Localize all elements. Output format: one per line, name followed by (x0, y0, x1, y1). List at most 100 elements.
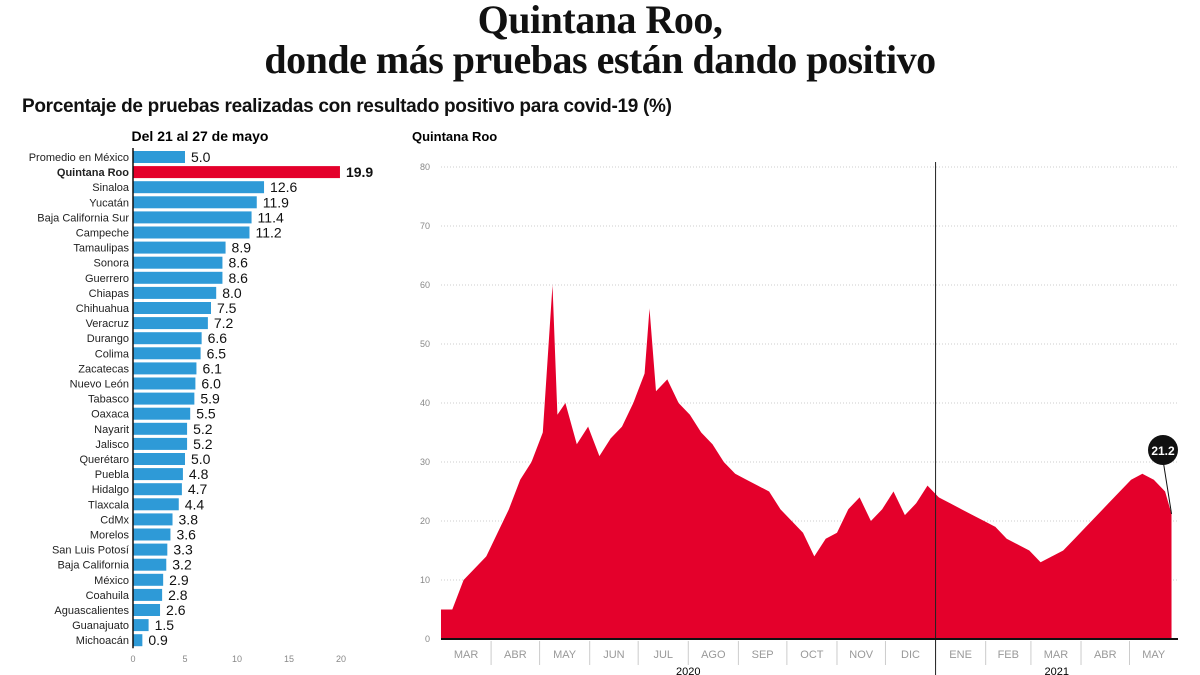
bar-chart-title: Del 21 al 27 de mayo (132, 128, 269, 144)
bar-31 (133, 619, 149, 632)
month-label: MAR (454, 649, 479, 661)
bar-10 (133, 302, 211, 314)
bar-label: Hidalgo (92, 484, 129, 496)
annotation-value: 21.2 (1151, 444, 1175, 458)
bar-label: Tabasco (88, 394, 129, 406)
bar-26 (133, 543, 168, 556)
bar-8 (133, 271, 223, 284)
month-label: AGO (701, 649, 726, 661)
month-label: SEP (752, 649, 774, 661)
bar-17 (133, 407, 191, 420)
bar-5 (133, 226, 250, 239)
title-line-2: donde más pruebas están dando positivo (264, 37, 936, 82)
bar-value: 5.9 (200, 391, 220, 407)
bar-value: 8.0 (222, 285, 242, 301)
bar-label: Morelos (90, 530, 130, 542)
bar-value: 2.8 (168, 587, 188, 603)
y-tick-label: 80 (420, 162, 430, 172)
year-label: 2021 (1045, 666, 1069, 675)
bar-label: Veracruz (86, 318, 129, 330)
bar-3 (133, 196, 257, 209)
bar-value: 5.2 (193, 436, 213, 452)
x-tick-label: 15 (284, 654, 294, 664)
bar-23 (133, 498, 179, 511)
bar-4 (133, 211, 252, 224)
bar-value: 3.6 (176, 527, 196, 543)
bar-label: Aguascalientes (54, 605, 129, 617)
bar-label: Sinaloa (92, 182, 130, 194)
bar-value: 4.8 (189, 466, 209, 482)
bar-16 (133, 392, 195, 405)
bar-value: 0.9 (148, 632, 168, 648)
bar-9 (133, 286, 217, 299)
bar-label: Oaxaca (91, 409, 130, 421)
bar-22 (133, 483, 182, 496)
bar-value: 8.6 (228, 270, 248, 286)
bar-value: 8.9 (232, 240, 252, 256)
bar-value: 8.6 (228, 255, 248, 271)
bar-label: Quintana Roo (57, 167, 129, 179)
y-tick-label: 10 (420, 575, 430, 585)
bar-label: Tlaxcala (88, 499, 130, 511)
bar-label: Guerrero (85, 273, 129, 285)
month-label: OCT (800, 649, 824, 661)
bar-value: 11.9 (263, 194, 289, 210)
y-tick-label: 0 (425, 634, 430, 644)
bar-value: 2.9 (169, 572, 189, 588)
bar-29 (133, 588, 163, 601)
bar-label: Chihuahua (76, 303, 130, 315)
y-tick-label: 40 (420, 398, 430, 408)
bar-value: 12.6 (270, 179, 297, 195)
y-tick-label: 60 (420, 280, 430, 290)
month-label: JUN (603, 649, 624, 661)
title-line-1: Quintana Roo, (477, 0, 723, 42)
month-label: NOV (849, 649, 874, 661)
bar-value: 4.7 (188, 481, 208, 497)
month-label: MAY (553, 649, 577, 661)
bar-label: CdMx (100, 514, 129, 526)
area-chart-title: Quintana Roo (412, 129, 497, 144)
year-label: 2020 (676, 666, 700, 675)
bar-value: 4.4 (185, 496, 205, 512)
annotation-pointer (1162, 459, 1173, 514)
bar-24 (133, 513, 173, 526)
month-label: MAR (1044, 649, 1069, 661)
bar-value: 11.2 (255, 225, 281, 241)
bar-14 (133, 362, 197, 375)
month-label: ABR (504, 649, 527, 661)
y-tick-label: 30 (420, 457, 430, 467)
bar-label: Durango (87, 333, 129, 345)
month-label: ABR (1094, 649, 1117, 661)
bar-7 (133, 256, 223, 269)
bar-19 (133, 437, 188, 450)
bar-value: 5.0 (191, 149, 211, 165)
bar-13 (133, 347, 201, 360)
bar-label: Puebla (95, 469, 130, 481)
bar-value: 6.6 (208, 330, 228, 346)
bar-value: 19.9 (346, 164, 373, 180)
month-label: ENE (949, 649, 972, 661)
x-tick-label: 20 (336, 654, 346, 664)
bar-value: 7.2 (214, 315, 234, 331)
bar-label: México (94, 575, 129, 587)
bar-label: Nuevo León (70, 379, 129, 391)
bar-label: Tamaulipas (73, 243, 129, 255)
bar-label: Guanajuato (72, 620, 129, 632)
bar-label: Coahuila (86, 590, 130, 602)
bar-value: 6.0 (201, 376, 221, 392)
bar-label: Nayarit (94, 424, 129, 436)
bar-label: Zacatecas (78, 363, 129, 375)
bar-label: Jalisco (95, 439, 129, 451)
bar-21 (133, 468, 183, 481)
x-tick-label: 10 (232, 654, 242, 664)
annotation-bubble (1148, 435, 1178, 465)
bar-value: 5.0 (191, 451, 211, 467)
bar-value: 6.1 (202, 360, 222, 376)
bar-27 (133, 558, 167, 571)
bar-15 (133, 377, 196, 390)
bar-20 (133, 453, 185, 465)
bar-28 (133, 573, 164, 586)
y-tick-label: 20 (420, 516, 430, 526)
bar-label: Baja California (57, 560, 129, 572)
